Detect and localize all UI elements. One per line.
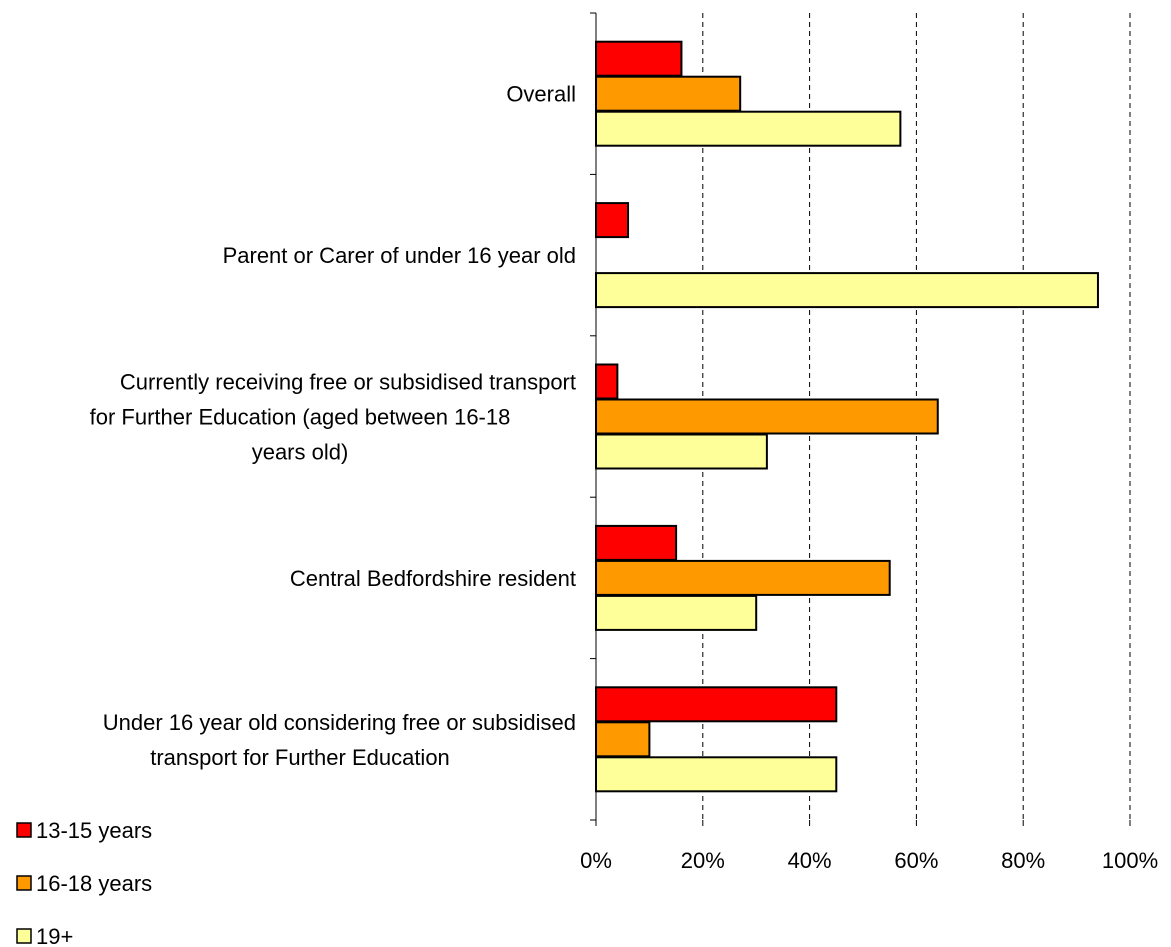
category-label-5: Under 16 year old considering free or su… [103, 710, 576, 770]
bar-3-cat-1 [595, 110, 902, 147]
x-tick-labels: 0% 20% 40% 60% 80% 100% [580, 848, 1158, 873]
legend: 13-15 years 16-18 years 19+ [16, 818, 152, 947]
legend-label-2: 16-18 years [36, 871, 152, 896]
category-labels: Overall Parent or Carer of under 16 year … [90, 82, 576, 770]
bar-2-cat-5 [595, 721, 651, 758]
x-tick-label: 60% [894, 848, 938, 873]
bar-1-cat-2 [595, 202, 630, 239]
x-tick-label: 20% [681, 848, 725, 873]
x-tick-label: 0% [580, 848, 612, 873]
bar-1-cat-1 [595, 40, 683, 77]
bar-1-cat-4 [595, 524, 678, 561]
category-label-4: Central Bedfordshire resident [290, 566, 576, 591]
bars [595, 40, 1099, 793]
bar-3-cat-2 [595, 272, 1099, 309]
legend-swatch-2 [16, 875, 32, 891]
category-label-2: Parent or Carer of under 16 year old [223, 243, 576, 268]
bar-1-cat-3 [595, 363, 619, 400]
legend-swatch-1 [16, 822, 32, 838]
legend-label-1: 13-15 years [36, 818, 152, 843]
bar-2-cat-1 [595, 75, 742, 112]
category-label-3: Currently receiving free or subsidised t… [90, 370, 576, 465]
category-label-1: Overall [506, 82, 576, 107]
x-tick-label: 40% [788, 848, 832, 873]
legend-swatch-3 [16, 928, 32, 944]
bar-3-cat-3 [595, 433, 768, 470]
x-tick-label: 80% [1001, 848, 1045, 873]
bar-3-cat-4 [595, 594, 758, 631]
axes [590, 12, 1131, 826]
x-tick-label: 100% [1102, 848, 1158, 873]
bar-2-cat-3 [595, 398, 939, 435]
legend-label-3: 19+ [36, 924, 73, 947]
bar-3-cat-5 [595, 756, 838, 793]
bar-1-cat-5 [595, 686, 838, 723]
bar-2-cat-4 [595, 559, 891, 596]
